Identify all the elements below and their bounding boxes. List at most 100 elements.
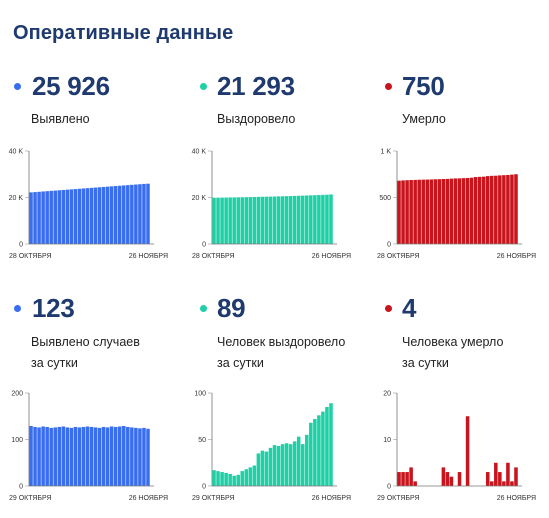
bar (117, 426, 122, 486)
bar (130, 184, 134, 244)
stat-value: 123 (32, 293, 75, 323)
bar (57, 190, 62, 244)
y-tick-label: 20 (383, 391, 391, 398)
bar (425, 179, 430, 244)
bar (449, 178, 454, 244)
bar (37, 427, 41, 486)
stat-value: 89 (217, 293, 246, 323)
bar (113, 426, 118, 486)
bar (220, 472, 224, 486)
bar (109, 426, 114, 486)
bar (485, 472, 490, 486)
red-dot-icon (385, 305, 392, 312)
bar (97, 427, 102, 486)
x-tick-label: 28 ОКТЯБРЯ (192, 253, 235, 260)
bar (29, 192, 33, 244)
bar (401, 180, 405, 244)
chart-detected-daily: 0 100 200 29 ОКТЯБРЯ 26 НОЯБРЯ (9, 391, 168, 503)
bar (236, 197, 240, 244)
bar (105, 186, 110, 244)
bar (73, 189, 78, 244)
bar (461, 178, 466, 244)
bar (240, 471, 245, 486)
bar (485, 176, 490, 244)
bar (97, 187, 102, 244)
chart-deaths-daily: 0 10 20 29 ОКТЯБРЯ 26 НОЯБРЯ (377, 391, 536, 503)
bar (236, 474, 240, 486)
bar (232, 475, 236, 486)
bar (305, 195, 309, 244)
chart-recovered-total: 0 20 K 40 K 28 ОКТЯБРЯ 26 НОЯБРЯ (192, 149, 351, 261)
bar (309, 195, 313, 244)
stat-label: за сутки (217, 356, 264, 370)
bar (506, 174, 510, 244)
green-dot-icon (200, 83, 207, 90)
bar (280, 196, 285, 244)
y-tick-label: 1 K (380, 149, 391, 156)
bar (134, 427, 138, 486)
bar (276, 196, 281, 244)
bar (101, 426, 106, 486)
bar (212, 470, 216, 486)
bar (502, 481, 506, 486)
bar (325, 194, 329, 244)
stat-label: Человека умерло (402, 335, 504, 349)
bar (329, 194, 333, 244)
bar (45, 191, 49, 244)
bar (502, 175, 506, 244)
bar (109, 186, 114, 244)
bar (41, 426, 45, 486)
bar (146, 428, 150, 486)
bar (498, 472, 502, 486)
bar (329, 403, 333, 486)
bar (89, 187, 94, 244)
bar (510, 174, 514, 244)
bar (272, 445, 277, 486)
bar (321, 411, 325, 486)
bar (317, 195, 321, 244)
bar (61, 189, 66, 244)
bar (85, 426, 90, 486)
stat-label: Выздоровело (217, 112, 296, 126)
bar (216, 471, 220, 486)
x-tick-label: 26 НОЯБРЯ (312, 253, 351, 260)
bar (510, 481, 514, 486)
bar (313, 419, 317, 486)
bar (134, 184, 138, 244)
bar (288, 196, 293, 244)
bar (117, 185, 122, 244)
bar (437, 179, 442, 244)
bar (441, 467, 446, 486)
bar (232, 197, 236, 244)
bar (433, 179, 438, 244)
bar (469, 177, 474, 244)
bar (138, 428, 142, 486)
bar (81, 426, 86, 486)
y-tick-label: 20 K (192, 195, 207, 202)
bar (413, 179, 417, 244)
x-tick-label: 26 НОЯБРЯ (497, 253, 536, 260)
bar (244, 197, 249, 244)
bar (126, 185, 130, 244)
y-tick-label: 0 (202, 242, 206, 249)
stat-label: Умерло (402, 112, 446, 126)
bar (65, 189, 70, 244)
bar (61, 426, 66, 486)
bar (89, 426, 94, 486)
bar (465, 177, 470, 244)
bar (216, 197, 220, 244)
bar (240, 197, 245, 244)
stat-label: за сутки (402, 356, 449, 370)
bar (272, 196, 277, 244)
chart-recovered-daily: 0 50 100 29 ОКТЯБРЯ 26 НОЯБРЯ (192, 391, 351, 503)
bar (105, 427, 110, 486)
bar (429, 179, 434, 244)
y-tick-label: 50 (198, 437, 206, 444)
blue-dot-icon (14, 305, 21, 312)
bar (122, 185, 126, 244)
bar (284, 196, 289, 244)
x-tick-label: 26 НОЯБРЯ (129, 495, 168, 502)
bar (494, 462, 498, 486)
chart-detected-total: 0 20 K 40 K 28 ОКТЯБРЯ 26 НОЯБРЯ (9, 149, 168, 261)
bar (453, 178, 458, 244)
